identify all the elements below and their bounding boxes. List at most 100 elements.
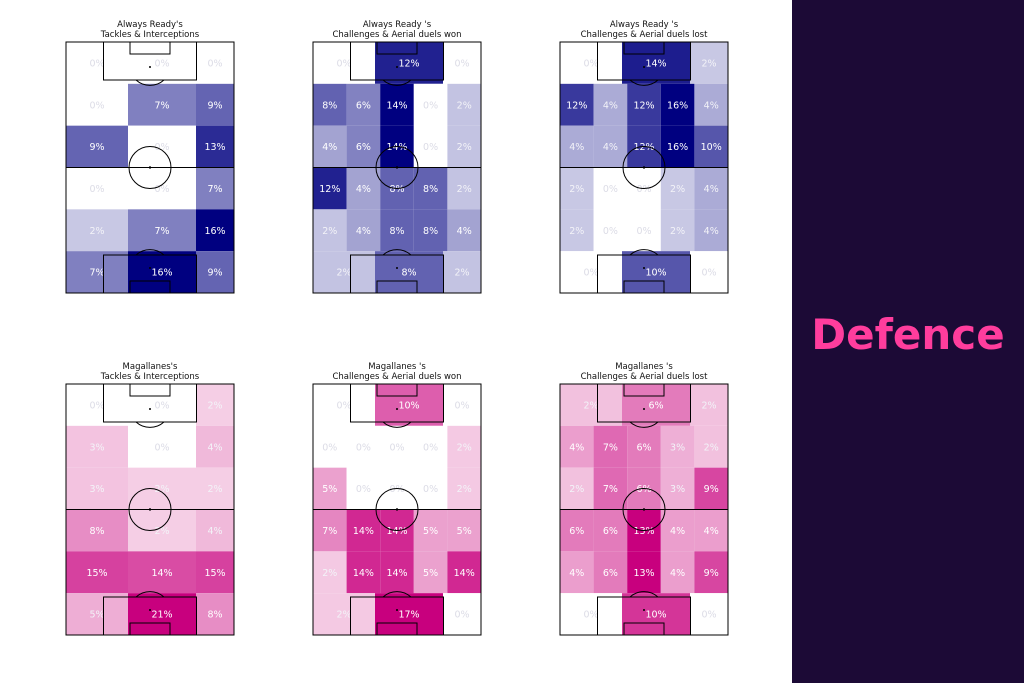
heatmap-cell: [660, 83, 695, 126]
cell-label: 10%: [701, 142, 722, 153]
cell-label: 10%: [645, 268, 666, 279]
penalty-arc-bottom: [629, 249, 659, 256]
centre-spot: [642, 508, 646, 511]
cell-label: 0%: [322, 442, 337, 453]
goal-box-bottom: [623, 622, 665, 636]
heatmap-cell: [627, 209, 661, 252]
cell-label: 13%: [633, 568, 654, 579]
heatmap-cell: [560, 425, 594, 468]
cell-label: 6%: [356, 142, 371, 153]
cell-label: 0%: [154, 184, 169, 195]
cell-label: 8%: [389, 226, 404, 237]
cell-label: 4%: [603, 100, 618, 111]
cell-label: 5%: [423, 526, 438, 537]
heatmap-cell: [560, 42, 622, 84]
heatmap-cell: [560, 551, 594, 594]
cell-label: 16%: [204, 226, 225, 237]
cell-label: 9%: [89, 142, 104, 153]
goal-box-top: [376, 41, 418, 55]
heatmap-cell: [694, 425, 728, 468]
heatmap-cell: [560, 384, 622, 426]
heatmap-cell: [694, 209, 728, 252]
cell-label: 0%: [154, 442, 169, 453]
heatmap-cell: [380, 83, 414, 126]
heatmap-cell: [447, 551, 481, 594]
cell-label: 14%: [454, 568, 475, 579]
cell-label: 0%: [423, 100, 438, 111]
cell-label: 4%: [322, 142, 337, 153]
heatmap-cell: [346, 167, 381, 210]
heatmap-cell: [660, 167, 695, 210]
heatmap-cell: [313, 42, 375, 84]
cell-label: 3%: [670, 442, 685, 453]
heatmap-cell: [413, 209, 448, 252]
heatmap-cell: [593, 425, 628, 468]
heatmap-cell: [660, 551, 695, 594]
cell-label: 2%: [569, 484, 584, 495]
cell-label: 4%: [207, 526, 222, 537]
heatmap-cell: [196, 83, 234, 126]
cell-label: 2%: [154, 484, 169, 495]
cell-label: 14%: [386, 568, 407, 579]
cell-label: 4%: [457, 226, 472, 237]
heatmap-cell: [447, 209, 481, 252]
heatmap-cell: [660, 509, 695, 552]
heatmap-cell: [694, 509, 728, 552]
heatmap-cell: [694, 167, 728, 210]
cell-label: 0%: [583, 610, 598, 621]
penalty-arc-top: [629, 79, 659, 86]
heatmap-cell: [413, 551, 448, 594]
heatmap-cell: [313, 125, 347, 168]
heatmap-cell: [196, 384, 234, 426]
centre-spot: [148, 166, 152, 169]
heatmap-cell: [66, 509, 128, 552]
cell-label: 0%: [454, 610, 469, 621]
heatmap-cell: [313, 209, 347, 252]
heatmap-cell: [443, 251, 481, 293]
heatmap-cell: [413, 425, 448, 468]
heatmap-cell: [346, 209, 381, 252]
heatmap-cell: [66, 467, 128, 510]
cell-label: 12%: [566, 100, 587, 111]
cell-label: 9%: [704, 568, 719, 579]
cell-label: 2%: [154, 526, 169, 537]
goal-box-bottom: [129, 280, 171, 294]
cell-label: 2%: [701, 400, 716, 411]
heatmap-cell: [313, 509, 347, 552]
cell-label: 8%: [322, 100, 337, 111]
heatmap-cell: [447, 425, 481, 468]
cell-label: 2%: [583, 400, 598, 411]
cell-label: 6%: [636, 442, 651, 453]
cell-label: 0%: [454, 400, 469, 411]
penalty-spot-top: [149, 66, 151, 68]
heatmap-cell: [694, 467, 728, 510]
cell-label: 14%: [645, 58, 666, 69]
heatmap-cell: [313, 551, 347, 594]
heatmap-cell: [196, 125, 234, 168]
cell-label: 2%: [704, 442, 719, 453]
chart-title: Challenges & Aerial duels lost: [581, 30, 708, 40]
heatmap-cell: [593, 467, 628, 510]
heatmap-cell: [128, 251, 196, 293]
heatmap-cell: [346, 467, 381, 510]
heatmap-cell: [196, 251, 234, 293]
cell-label: 10%: [645, 610, 666, 621]
goal-box-top: [129, 383, 171, 397]
heatmap-cell: [660, 125, 695, 168]
heatmap-cell: [660, 425, 695, 468]
heatmap-cell: [622, 251, 690, 293]
goal-box-top: [376, 383, 418, 397]
goal-box-top: [623, 41, 665, 55]
cell-label: 8%: [89, 526, 104, 537]
heatmap-cell: [196, 551, 234, 594]
cell-label: 0%: [636, 226, 651, 237]
heatmap-cell: [560, 509, 594, 552]
heatmap-cell: [413, 83, 448, 126]
cell-label: 6%: [648, 400, 663, 411]
cell-label: 4%: [207, 442, 222, 453]
cell-label: 2%: [569, 184, 584, 195]
cell-label: 5%: [423, 568, 438, 579]
heatmap-cell: [375, 384, 443, 426]
